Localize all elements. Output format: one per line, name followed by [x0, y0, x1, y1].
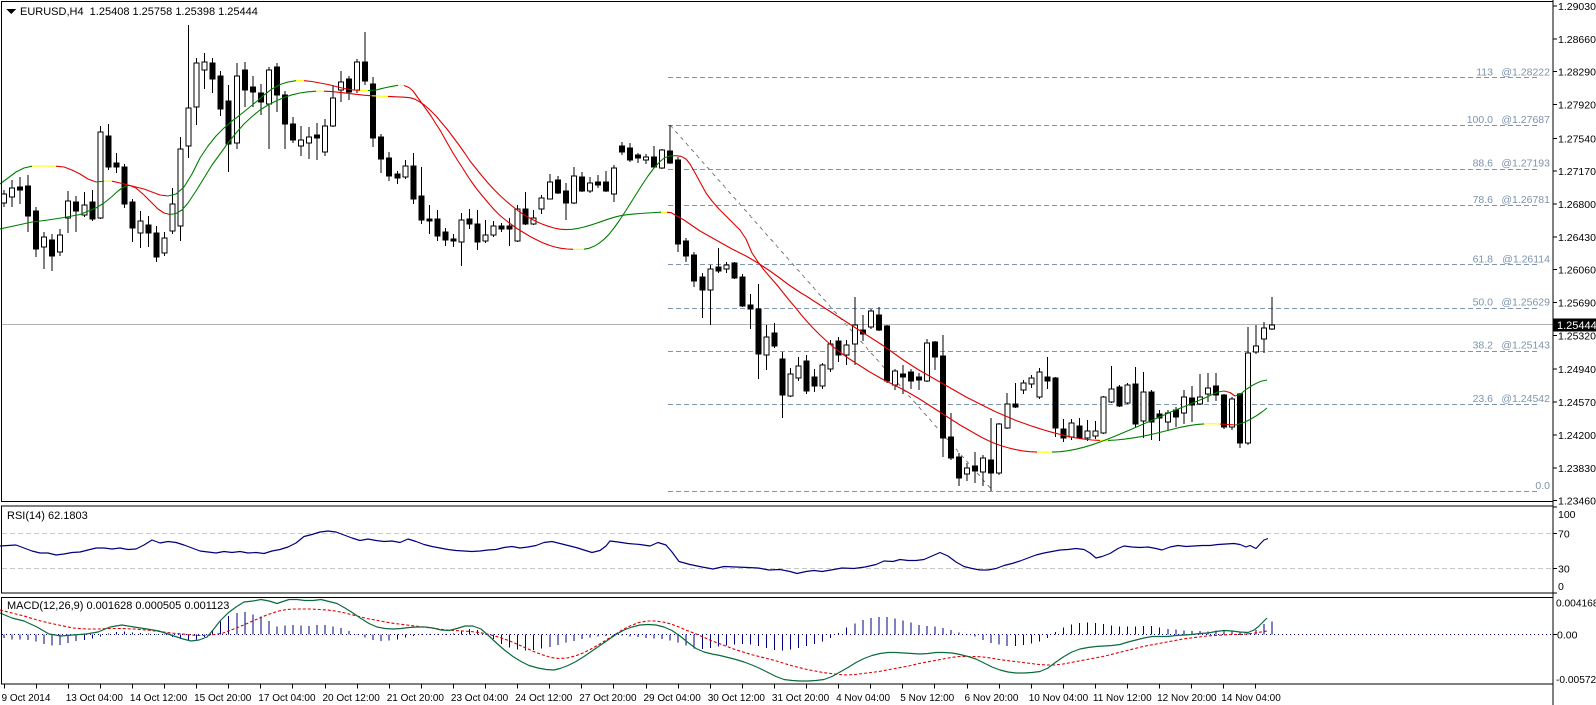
svg-text:1.24940: 1.24940	[1558, 364, 1596, 376]
svg-text:1.28290: 1.28290	[1558, 67, 1596, 79]
svg-text:1.25444: 1.25444	[1557, 320, 1596, 332]
svg-text:RSI(14) 62.1803: RSI(14) 62.1803	[7, 510, 88, 522]
svg-text:MACD(12,26,9) 0.001628 0.00050: MACD(12,26,9) 0.001628 0.000505 0.001123	[7, 600, 229, 612]
svg-text:1.23460: 1.23460	[1558, 496, 1596, 508]
svg-text:15 Oct 20:00: 15 Oct 20:00	[194, 693, 252, 704]
svg-text:1.24200: 1.24200	[1558, 430, 1596, 442]
svg-text:14 Oct 12:00: 14 Oct 12:00	[130, 693, 188, 704]
svg-text:38.2: 38.2	[1473, 340, 1494, 352]
svg-text:23.6: 23.6	[1473, 393, 1494, 405]
svg-text:12 Nov 20:00: 12 Nov 20:00	[1157, 693, 1217, 704]
svg-text:21 Oct 20:00: 21 Oct 20:00	[387, 693, 445, 704]
svg-text:70: 70	[1558, 528, 1570, 540]
svg-text:30 Oct 12:00: 30 Oct 12:00	[708, 693, 766, 704]
svg-text:@1.27687: @1.27687	[1501, 114, 1550, 126]
svg-text:1.29030: 1.29030	[1558, 1, 1596, 13]
svg-text:1.26430: 1.26430	[1558, 232, 1596, 244]
svg-text:11 Nov 12:00: 11 Nov 12:00	[1093, 693, 1152, 704]
svg-text:10 Nov 04:00: 10 Nov 04:00	[1029, 693, 1089, 704]
svg-text:9 Oct 2014: 9 Oct 2014	[2, 693, 51, 704]
svg-text:1.25690: 1.25690	[1558, 298, 1596, 310]
svg-text:-0.005721: -0.005721	[1556, 675, 1596, 686]
svg-text:1.25320: 1.25320	[1558, 330, 1596, 342]
svg-text:@1.26114: @1.26114	[1502, 253, 1550, 265]
svg-text:61.8: 61.8	[1473, 253, 1494, 265]
svg-text:@1.26781: @1.26781	[1501, 194, 1550, 206]
svg-text:30: 30	[1558, 564, 1570, 576]
svg-text:1.28660: 1.28660	[1558, 34, 1596, 46]
svg-text:@1.24542: @1.24542	[1501, 393, 1550, 405]
svg-text:1.26060: 1.26060	[1558, 265, 1596, 277]
svg-text:31 Oct 20:00: 31 Oct 20:00	[772, 693, 830, 704]
svg-text:88.6: 88.6	[1473, 158, 1494, 170]
svg-text:4 Nov 04:00: 4 Nov 04:00	[836, 693, 890, 704]
svg-text:113: 113	[1476, 66, 1493, 78]
svg-text:17 Oct 04:00: 17 Oct 04:00	[258, 693, 316, 704]
svg-text:29 Oct 04:00: 29 Oct 04:00	[644, 693, 702, 704]
svg-text:13 Oct 04:00: 13 Oct 04:00	[66, 693, 124, 704]
svg-text:100: 100	[1558, 509, 1576, 521]
svg-text:23 Oct 04:00: 23 Oct 04:00	[451, 693, 509, 704]
svg-text:6 Nov 20:00: 6 Nov 20:00	[965, 693, 1019, 704]
svg-text:EURUSD,H4 1.25408 1.25758 1.2: EURUSD,H4 1.25408 1.25758 1.25398 1.2544…	[20, 6, 258, 18]
svg-text:1.27540: 1.27540	[1558, 133, 1596, 145]
svg-text:1.27170: 1.27170	[1558, 166, 1596, 178]
svg-text:1.23830: 1.23830	[1558, 463, 1596, 475]
svg-text:20 Oct 12:00: 20 Oct 12:00	[323, 693, 381, 704]
svg-text:5 Nov 12:00: 5 Nov 12:00	[900, 693, 954, 704]
svg-text:100.0: 100.0	[1467, 114, 1493, 126]
svg-text:1.24570: 1.24570	[1558, 397, 1596, 409]
svg-text:0.0: 0.0	[1535, 480, 1550, 492]
svg-text:@1.25143: @1.25143	[1501, 340, 1550, 352]
svg-text:50.0: 50.0	[1473, 297, 1494, 309]
svg-text:0.00: 0.00	[1557, 630, 1578, 642]
svg-text:@1.25629: @1.25629	[1501, 297, 1550, 309]
svg-text:0: 0	[1558, 581, 1564, 593]
svg-text:24 Oct 12:00: 24 Oct 12:00	[515, 693, 573, 704]
svg-text:@1.27193: @1.27193	[1501, 158, 1550, 170]
svg-text:78.6: 78.6	[1473, 194, 1494, 206]
svg-text:0.004168: 0.004168	[1556, 599, 1596, 610]
svg-text:1.27920: 1.27920	[1558, 100, 1596, 112]
svg-text:14 Nov 04:00: 14 Nov 04:00	[1221, 693, 1281, 704]
svg-text:@1.28222: @1.28222	[1501, 66, 1550, 78]
svg-text:27 Oct 20:00: 27 Oct 20:00	[579, 693, 637, 704]
svg-text:1.26800: 1.26800	[1558, 199, 1596, 211]
